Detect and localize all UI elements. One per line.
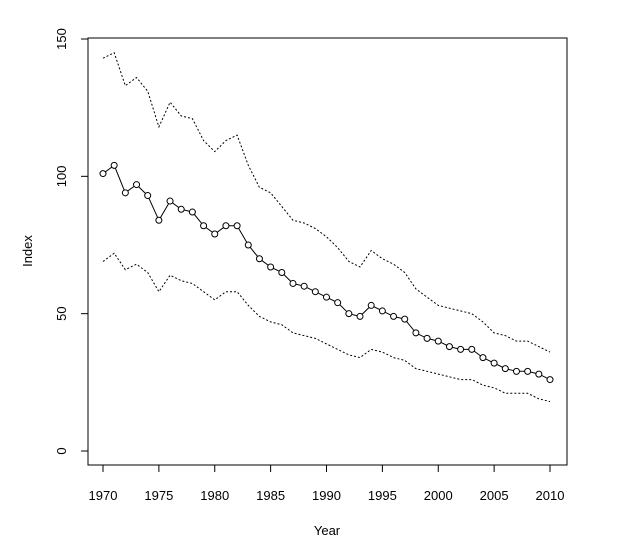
data-point xyxy=(166,197,174,205)
data-point xyxy=(222,222,230,230)
lower-bound-line xyxy=(102,252,551,403)
data-point xyxy=(188,208,196,216)
data-point xyxy=(278,268,286,276)
x-axis-title: Year xyxy=(314,523,341,538)
x-tick-label: 1980 xyxy=(200,488,229,503)
data-point xyxy=(289,279,297,287)
data-point xyxy=(401,315,409,323)
data-point xyxy=(323,293,330,301)
data-point xyxy=(110,161,118,169)
x-tick-label: 1970 xyxy=(89,488,118,503)
data-point xyxy=(434,337,442,345)
data-point xyxy=(412,329,420,337)
data-point xyxy=(445,343,453,351)
x-tick-label: 1995 xyxy=(368,488,397,503)
x-tick-label: 2000 xyxy=(424,488,453,503)
data-point xyxy=(244,241,252,249)
data-point xyxy=(177,205,185,213)
data-point xyxy=(501,365,509,373)
data-point xyxy=(334,299,342,307)
series-layer xyxy=(99,51,554,403)
data-point xyxy=(535,370,543,378)
upper-bound-line xyxy=(102,51,551,353)
data-point xyxy=(311,288,319,296)
data-point xyxy=(423,334,431,342)
y-tick-label: 50 xyxy=(54,306,69,320)
data-point xyxy=(99,170,107,178)
data-point xyxy=(512,367,520,375)
data-point xyxy=(546,376,554,384)
data-point xyxy=(367,301,375,309)
data-point xyxy=(267,263,275,271)
data-point xyxy=(390,312,398,320)
data-point xyxy=(200,222,208,230)
x-tick-label: 2005 xyxy=(480,488,509,503)
data-point xyxy=(378,307,386,315)
data-point xyxy=(468,345,476,353)
index-line xyxy=(102,164,551,381)
y-axis: 0 50 100 150 xyxy=(54,28,88,455)
y-tick-label: 100 xyxy=(54,165,69,187)
y-tick-label: 0 xyxy=(54,447,69,454)
x-tick-label: 1990 xyxy=(312,488,341,503)
data-point xyxy=(345,310,353,318)
data-point xyxy=(356,312,364,320)
plot-frame xyxy=(87,37,568,466)
x-tick-label: 1975 xyxy=(144,488,173,503)
x-tick-label: 2010 xyxy=(536,488,565,503)
data-point xyxy=(255,255,263,263)
data-point xyxy=(457,345,465,353)
y-axis-title: Index xyxy=(20,235,35,267)
data-point xyxy=(144,192,152,200)
data-point xyxy=(300,282,308,290)
data-point xyxy=(211,230,219,238)
x-axis: 1970 1975 1980 1985 1990 1995 2000 2005 2010 xyxy=(89,465,565,503)
data-point xyxy=(121,189,129,197)
data-point xyxy=(524,367,532,375)
y-tick-label: 150 xyxy=(54,28,69,50)
data-point xyxy=(233,222,241,230)
data-point xyxy=(479,354,487,362)
data-point xyxy=(490,359,498,367)
data-point xyxy=(155,216,163,224)
data-point xyxy=(133,181,141,189)
x-tick-label: 1985 xyxy=(256,488,285,503)
